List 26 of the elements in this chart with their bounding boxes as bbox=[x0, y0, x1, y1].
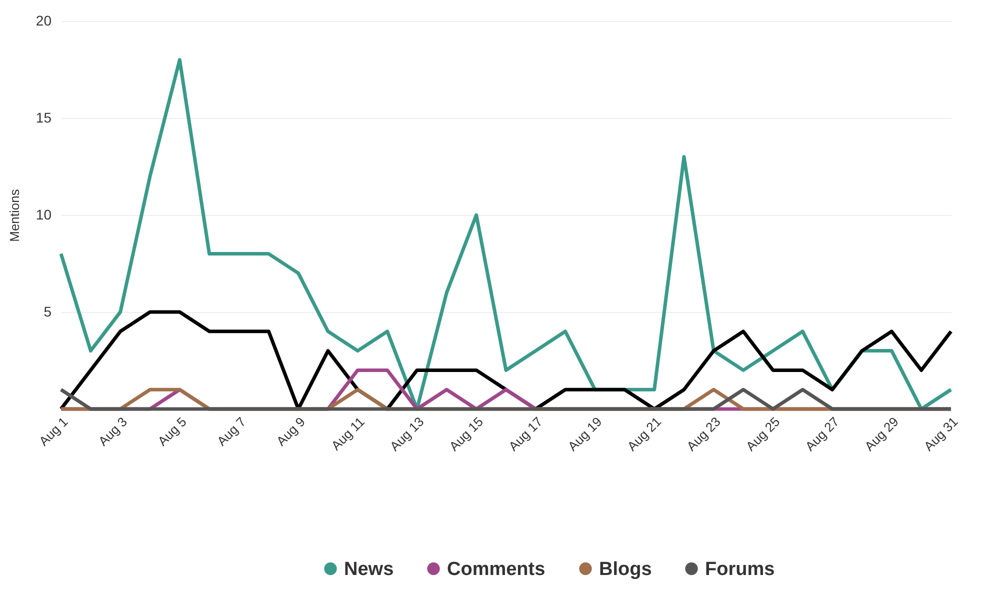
x-tick-label: Aug 25 bbox=[742, 414, 783, 454]
x-tick-label: Aug 19 bbox=[564, 414, 605, 454]
legend-label: Forums bbox=[705, 558, 775, 580]
x-tick-label: Aug 5 bbox=[154, 414, 190, 449]
x-tick-label: Aug 17 bbox=[506, 414, 546, 454]
x-tick-label: Aug 29 bbox=[862, 414, 902, 454]
y-tick-label: 5 bbox=[44, 304, 52, 320]
x-tick-label: Aug 27 bbox=[802, 414, 842, 454]
y-tick-label: 10 bbox=[36, 206, 52, 222]
x-tick-label: Aug 31 bbox=[920, 414, 961, 454]
legend-label: Blogs bbox=[599, 558, 652, 580]
x-tick-label: Aug 3 bbox=[95, 414, 130, 449]
legend-label: News bbox=[344, 558, 394, 580]
y-tick-label: 15 bbox=[36, 110, 52, 126]
line-series bbox=[59, 310, 953, 411]
x-tick-label: Aug 1 bbox=[36, 414, 71, 449]
x-tick-label: Aug 23 bbox=[684, 414, 724, 454]
y-tick-label: 20 bbox=[36, 12, 52, 28]
x-tick-label: Aug 11 bbox=[328, 414, 368, 454]
x-tick-label: Aug 13 bbox=[386, 414, 427, 454]
x-tick-label: Aug 21 bbox=[624, 414, 664, 454]
x-tick-label: Aug 15 bbox=[446, 414, 486, 454]
y-axis-title: Mentions bbox=[6, 188, 22, 242]
x-tick-label: Aug 9 bbox=[273, 414, 308, 449]
legend-label: Comments bbox=[447, 558, 546, 580]
x-tick-label: Aug 7 bbox=[214, 414, 249, 449]
